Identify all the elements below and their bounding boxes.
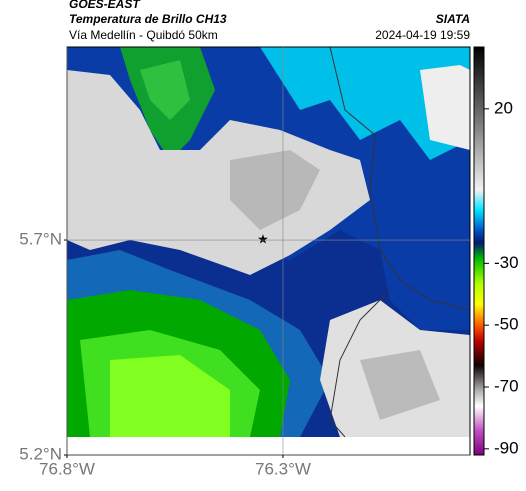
lon-tick-label: 76.8°W (39, 459, 95, 478)
colorbar (473, 46, 485, 456)
subtitle: Vía Medellín - Quibdó 50km (69, 28, 218, 42)
satellite-image (67, 47, 470, 437)
title: Temperatura de Brillo CH13 (69, 12, 227, 26)
colorbar-tick-label: -70 (494, 376, 519, 395)
timestamp: 2024-04-19 19:59 (375, 28, 470, 42)
location-marker: ★ (257, 231, 269, 246)
lat-tick-label: 5.2°N (19, 444, 62, 463)
source: GOES-EAST (69, 0, 141, 11)
colorbar-tick-label: -90 (494, 438, 519, 457)
colorbar-tick-label: 20 (494, 98, 513, 117)
organization: SIATA (436, 12, 470, 26)
lat-tick-label: 5.7°N (19, 230, 62, 249)
colorbar-tick-label: -30 (494, 253, 519, 272)
lon-tick-label: 76.3°W (255, 459, 311, 478)
colorbar-tick-label: -50 (494, 315, 519, 334)
